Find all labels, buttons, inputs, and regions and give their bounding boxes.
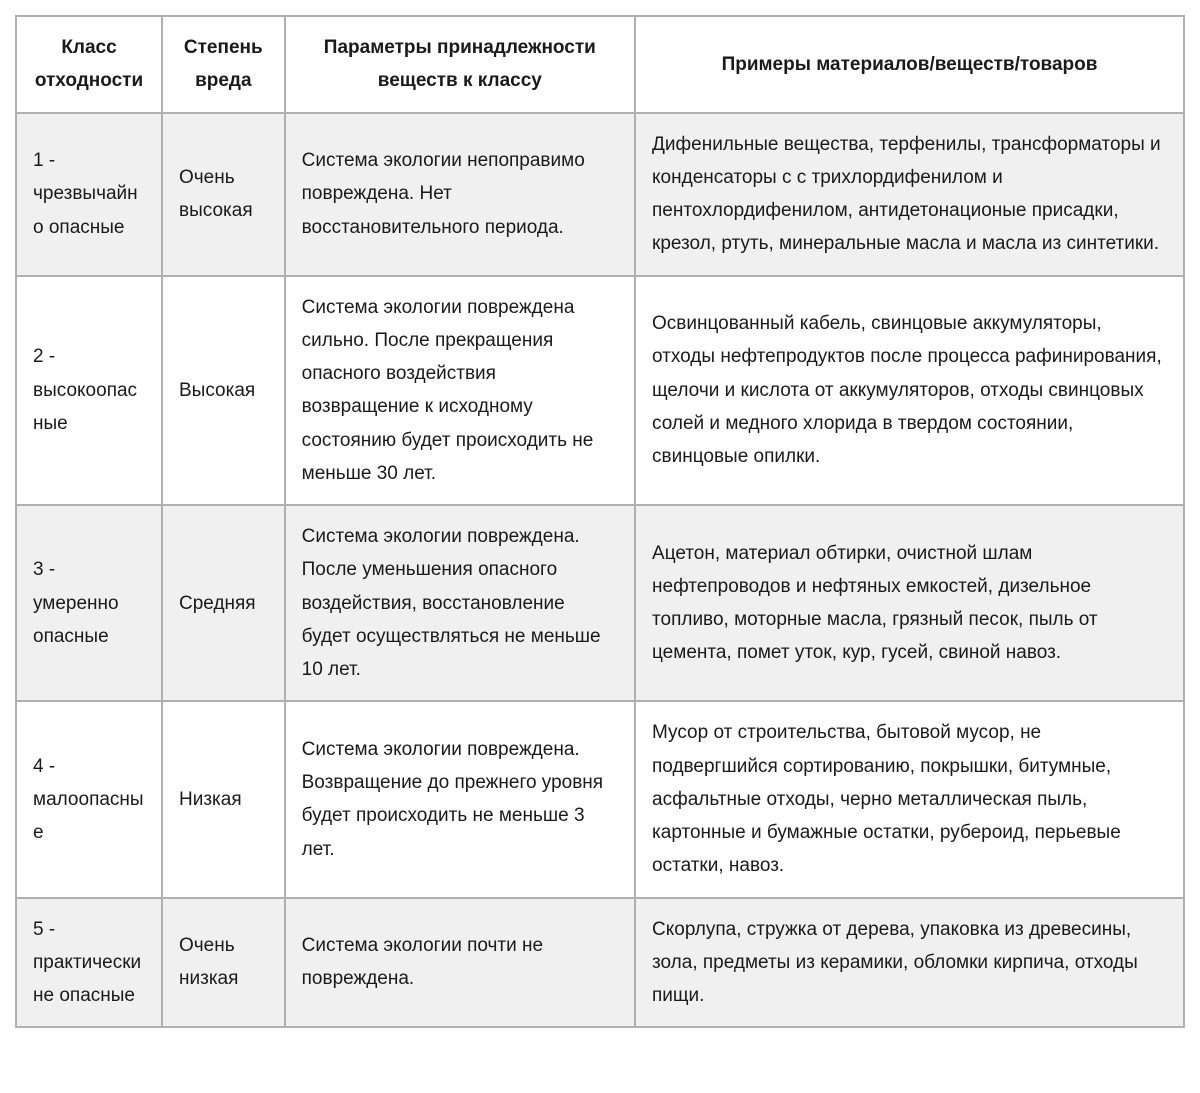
cell-examples: Освинцованный кабель, свинцовые аккумуля…: [635, 276, 1184, 506]
header-examples: Примеры материалов/веществ/товаров: [635, 16, 1184, 113]
cell-class: 3 - умеренно опасные: [16, 505, 162, 701]
cell-class: 4 - малоопасные: [16, 701, 162, 897]
cell-degree: Средняя: [162, 505, 285, 701]
header-class: Класс отходности: [16, 16, 162, 113]
table-header-row: Класс отходности Степень вреда Параметры…: [16, 16, 1184, 113]
table-row: 5 - практически не опасные Очень низкая …: [16, 898, 1184, 1028]
table-row: 4 - малоопасные Низкая Система экологии …: [16, 701, 1184, 897]
header-params: Параметры принадлежности веществ к класс…: [285, 16, 635, 113]
cell-params: Система экологии почти не повреждена.: [285, 898, 635, 1028]
cell-examples: Ацетон, материал обтирки, очистной шлам …: [635, 505, 1184, 701]
cell-examples: Мусор от строительства, бытовой мусор, н…: [635, 701, 1184, 897]
cell-degree: Очень низкая: [162, 898, 285, 1028]
cell-class: 5 - практически не опасные: [16, 898, 162, 1028]
table-row: 2 - высокоопасные Высокая Система эколог…: [16, 276, 1184, 506]
header-degree: Степень вреда: [162, 16, 285, 113]
waste-classification-table: Класс отходности Степень вреда Параметры…: [15, 15, 1185, 1028]
cell-class: 1 - чрезвычайно опасные: [16, 113, 162, 276]
cell-params: Система экологии повреждена. После умень…: [285, 505, 635, 701]
cell-params: Система экологии повреждена сильно. Посл…: [285, 276, 635, 506]
cell-params: Система экологии непоправимо повреждена.…: [285, 113, 635, 276]
cell-examples: Скорлупа, стружка от дерева, упаковка из…: [635, 898, 1184, 1028]
cell-class: 2 - высокоопасные: [16, 276, 162, 506]
cell-degree: Очень высокая: [162, 113, 285, 276]
cell-examples: Дифенильные вещества, терфенилы, трансфо…: [635, 113, 1184, 276]
cell-params: Система экологии повреждена. Возвращение…: [285, 701, 635, 897]
cell-degree: Низкая: [162, 701, 285, 897]
table-row: 3 - умеренно опасные Средняя Система эко…: [16, 505, 1184, 701]
cell-degree: Высокая: [162, 276, 285, 506]
table-row: 1 - чрезвычайно опасные Очень высокая Си…: [16, 113, 1184, 276]
